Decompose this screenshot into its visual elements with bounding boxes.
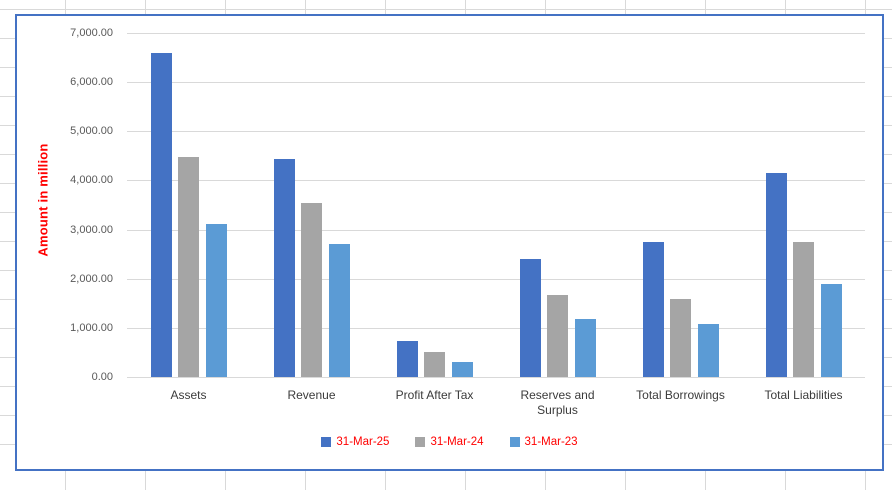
bar-31-Mar-23-assets[interactable] <box>205 224 227 377</box>
bar-31-Mar-23-reserves-and-surplus[interactable] <box>574 319 596 377</box>
x-category-label: Profit After Tax <box>395 388 474 402</box>
y-tick-label: 3,000.00 <box>70 223 113 236</box>
x-category-label: Total Borrowings <box>636 388 725 402</box>
bar-31-Mar-25-revenue[interactable] <box>273 158 295 377</box>
y-gridline <box>127 33 865 34</box>
bar-31-Mar-24-assets[interactable] <box>178 156 199 377</box>
legend-label: 31-Mar-23 <box>524 436 578 448</box>
x-category-label: Revenue <box>287 388 336 402</box>
x-category-label: Reserves and Surplus <box>520 388 595 417</box>
legend-swatch-icon <box>509 437 520 447</box>
x-category-label: Assets <box>170 388 207 402</box>
bar-31-Mar-23-revenue[interactable] <box>328 244 350 377</box>
y-axis-title: Amount in million <box>35 143 51 257</box>
y-gridline <box>127 131 865 133</box>
bar-31-Mar-25-total-liabilities[interactable] <box>765 172 787 377</box>
bar-31-Mar-23-profit-after-tax[interactable] <box>451 361 473 377</box>
y-gridline <box>127 377 865 378</box>
y-tick-label: 0.00 <box>91 371 113 383</box>
legend-swatch-icon <box>321 437 332 447</box>
y-tick-label: 7,000.00 <box>70 27 113 39</box>
y-gridline <box>127 229 865 231</box>
legend-label: 31-Mar-24 <box>430 436 484 448</box>
legend-label: 31-Mar-25 <box>336 436 390 448</box>
bar-31-Mar-25-profit-after-tax[interactable] <box>396 341 418 377</box>
x-category-label: Total Liabilities <box>764 388 843 402</box>
y-tick-label: 6,000.00 <box>70 76 113 89</box>
y-tick-label: 1,000.00 <box>70 321 113 334</box>
legend-item-31-Mar-24[interactable]: 31-Mar-24 <box>415 436 484 448</box>
bar-31-Mar-24-profit-after-tax[interactable] <box>424 352 445 377</box>
y-gridline <box>127 82 865 84</box>
y-gridline <box>127 278 865 280</box>
bar-31-Mar-25-reserves-and-surplus[interactable] <box>519 259 541 377</box>
y-gridline <box>127 327 865 329</box>
y-tick-label: 4,000.00 <box>70 174 113 187</box>
bar-31-Mar-24-revenue[interactable] <box>301 202 322 377</box>
bar-31-Mar-24-reserves-and-surplus[interactable] <box>547 294 568 377</box>
y-tick-label: 5,000.00 <box>70 125 113 138</box>
y-tick-label: 2,000.00 <box>70 272 113 285</box>
bar-31-Mar-24-total-borrowings[interactable] <box>670 298 691 377</box>
chart-canvas[interactable]: Amount in million 0.00 1,000.00 2,000.00 3,… <box>15 14 884 471</box>
bar-31-Mar-23-total-liabilities[interactable] <box>820 284 842 377</box>
bar-31-Mar-24-total-liabilities[interactable] <box>793 241 814 377</box>
legend-item-31-Mar-25[interactable]: 31-Mar-25 <box>321 436 389 448</box>
bar-31-Mar-23-total-borrowings[interactable] <box>697 324 719 377</box>
bar-31-Mar-25-total-borrowings[interactable] <box>642 242 664 377</box>
legend-item-31-Mar-23[interactable]: 31-Mar-23 <box>509 436 578 448</box>
legend-swatch-icon <box>415 437 426 447</box>
bar-31-Mar-25-assets[interactable] <box>150 52 172 377</box>
y-gridline <box>127 180 865 182</box>
chart-legend: 31-Mar-25 31-Mar-24 31-Mar-23 <box>17 436 882 448</box>
